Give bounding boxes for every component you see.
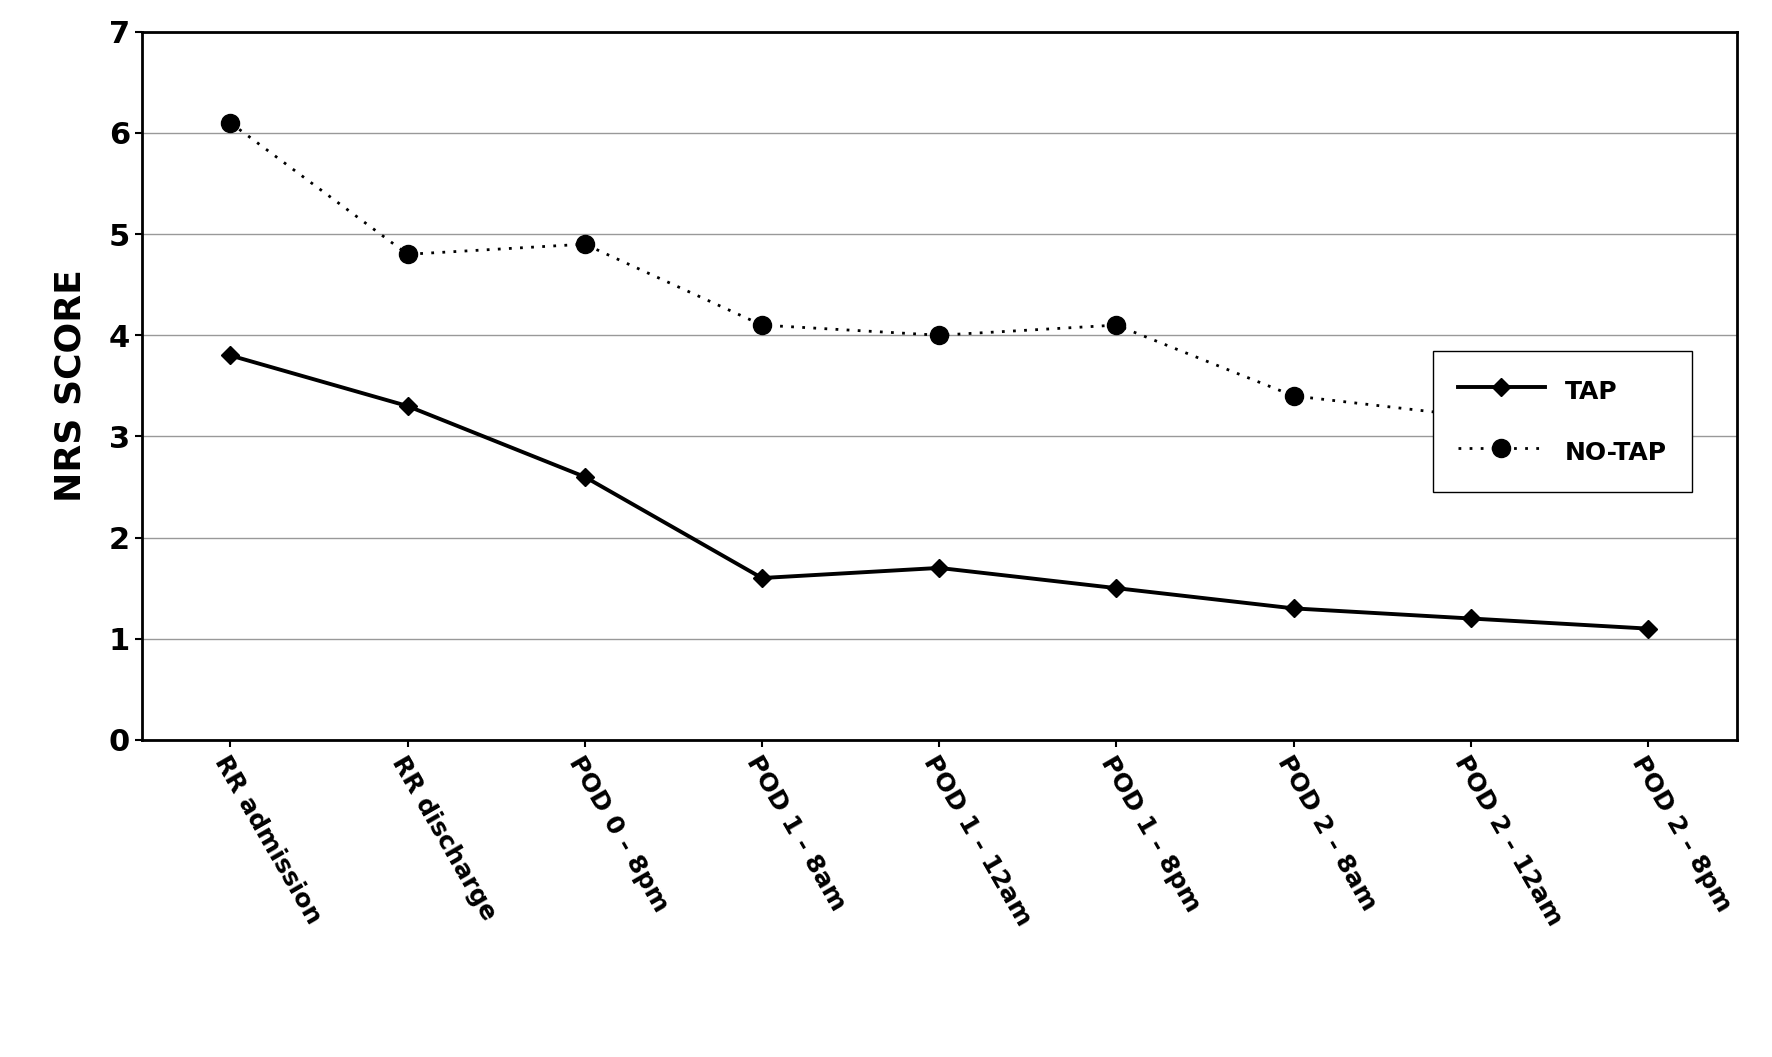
TAP	[1460, 612, 1481, 625]
TAP	[397, 400, 418, 412]
TAP	[751, 572, 773, 585]
TAP	[220, 349, 241, 361]
NO-TAP	[1460, 410, 1481, 423]
NO-TAP	[1283, 390, 1304, 403]
TAP	[1637, 623, 1659, 635]
Line: NO-TAP: NO-TAP	[222, 114, 1657, 435]
NO-TAP	[751, 319, 773, 332]
Y-axis label: NRS SCORE: NRS SCORE	[53, 270, 89, 502]
NO-TAP	[929, 329, 950, 341]
TAP	[574, 470, 595, 483]
TAP	[929, 561, 950, 574]
TAP	[1283, 602, 1304, 615]
NO-TAP	[397, 248, 418, 261]
NO-TAP	[574, 238, 595, 251]
NO-TAP	[1637, 420, 1659, 432]
NO-TAP	[1106, 319, 1127, 332]
NO-TAP	[220, 116, 241, 129]
Line: TAP: TAP	[223, 349, 1655, 635]
Legend: TAP, NO-TAP: TAP, NO-TAP	[1434, 351, 1692, 492]
TAP	[1106, 581, 1127, 594]
